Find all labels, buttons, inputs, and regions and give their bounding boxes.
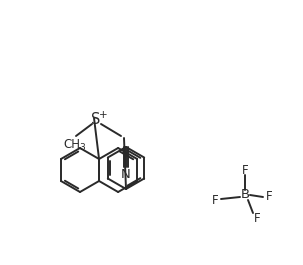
Text: 3: 3 xyxy=(79,143,85,152)
Text: CH: CH xyxy=(64,138,81,151)
Text: B: B xyxy=(241,188,250,201)
Text: F: F xyxy=(266,191,272,204)
Text: F: F xyxy=(242,164,248,176)
Text: N: N xyxy=(121,167,131,180)
Text: F: F xyxy=(212,193,218,206)
Text: S: S xyxy=(91,113,101,127)
Text: +: + xyxy=(99,110,107,120)
Text: F: F xyxy=(254,211,260,224)
